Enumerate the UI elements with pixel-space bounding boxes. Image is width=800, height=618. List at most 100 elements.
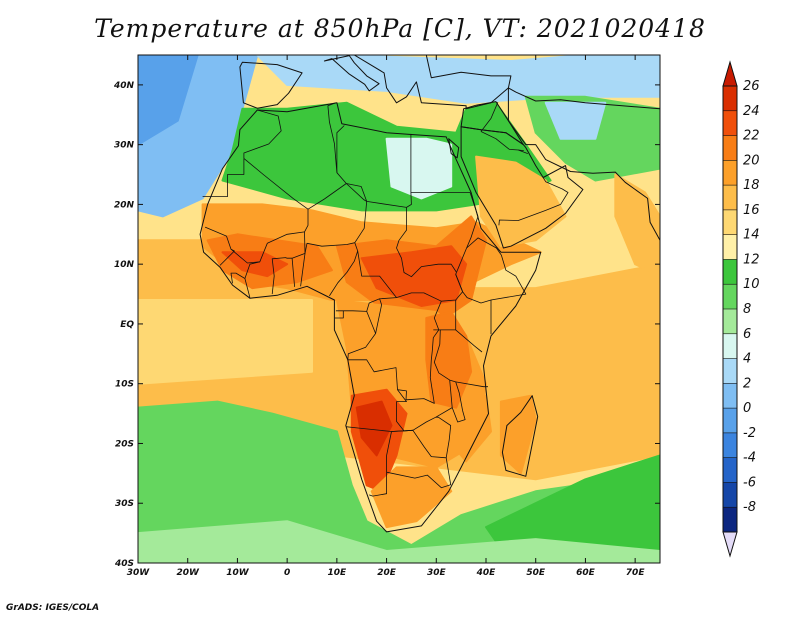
country-border xyxy=(271,257,293,295)
lon-tick-label: 50E xyxy=(526,568,546,578)
country-border xyxy=(518,149,528,154)
colorbar-swatch xyxy=(723,333,737,359)
temp-region-south-africa-warm xyxy=(370,466,453,529)
colorbar-label: 16 xyxy=(743,203,760,218)
colorbar-label: 12 xyxy=(743,252,760,267)
lat-tick-label: 10N xyxy=(114,260,135,270)
temp-region-southern-pale xyxy=(138,520,660,563)
temp-region-south-indian-cool xyxy=(485,454,660,563)
lat-tick-label: 30S xyxy=(115,499,134,509)
lat-tick-label: 10S xyxy=(115,380,134,390)
country-border xyxy=(300,242,355,287)
country-border xyxy=(346,183,407,208)
colorbar-swatch xyxy=(723,457,737,483)
map-title: Temperature at 850hPa [C], VT: 202102041… xyxy=(94,14,706,43)
colorbar-swatch xyxy=(723,358,737,384)
temperature-field-layer xyxy=(138,55,660,563)
colorbar-label: 26 xyxy=(743,79,760,94)
lat-tick-label: EQ xyxy=(120,320,134,330)
coastline-iran-region xyxy=(507,87,660,241)
country-border xyxy=(480,102,499,132)
lon-tick-label: 30W xyxy=(127,568,151,578)
coastline-italy xyxy=(323,55,380,92)
temp-region-west-africa-core xyxy=(221,251,289,278)
temp-region-egypt-libya-cool xyxy=(385,137,453,200)
country-border xyxy=(244,261,260,279)
temp-region-north-africa-mild xyxy=(221,101,552,212)
colorbar-swatch xyxy=(723,110,737,136)
colorbar-swatch xyxy=(723,135,737,161)
coastline-africa xyxy=(199,102,542,533)
country-border xyxy=(433,329,483,353)
country-border-layer xyxy=(202,102,569,497)
colorbar-label: 18 xyxy=(743,178,760,193)
axis-ticks: 30W 20W 10W 0 10E 20E 30E 40E 50E 60E 70E 40N 30N 20N… xyxy=(113,55,660,578)
lon-tick-label: 20W xyxy=(176,568,200,578)
colorbar-bottom-arrow xyxy=(722,531,738,558)
colorbar-label: 4 xyxy=(743,352,751,367)
temp-region-north-atlantic-cold-core xyxy=(138,55,199,146)
country-border xyxy=(466,237,527,301)
map-frame xyxy=(137,54,661,564)
coastline-iberia xyxy=(239,61,303,109)
colorbar-swatch xyxy=(723,408,737,434)
country-border xyxy=(480,131,524,151)
temp-region-arabia-warm xyxy=(475,155,567,248)
coastline-balkans-turkey xyxy=(353,55,512,110)
country-border xyxy=(347,301,442,404)
country-border xyxy=(498,176,569,226)
temp-region-angola-core xyxy=(355,400,393,457)
country-border xyxy=(469,192,479,217)
colorbar-top-arrow xyxy=(722,60,738,87)
country-border xyxy=(230,272,251,298)
colorbar-label: -6 xyxy=(743,475,756,490)
coastline-madagascar xyxy=(501,395,539,477)
colorbar-swatch xyxy=(723,383,737,409)
colorbar-swatch xyxy=(723,259,737,285)
coastline-layer xyxy=(199,55,660,533)
country-border xyxy=(435,416,452,458)
country-border xyxy=(334,310,344,319)
country-border xyxy=(202,158,245,198)
colorbar-swatch xyxy=(723,507,737,533)
country-border xyxy=(291,231,306,287)
colorbar-label: 2 xyxy=(743,376,751,391)
country-border xyxy=(462,291,492,335)
colorbar-swatch xyxy=(723,86,737,112)
colorbar-swatch xyxy=(723,234,737,260)
temp-region-mozambique-warm xyxy=(450,394,492,463)
temp-region-ocean-equatorial-band xyxy=(138,299,313,385)
colorbar-swatch xyxy=(723,185,737,211)
colorbar-swatch xyxy=(723,309,737,335)
colorbar-swatch xyxy=(723,160,737,186)
lat-tick-label: 20S xyxy=(115,439,134,449)
temp-region-madagascar xyxy=(499,394,537,475)
colorbar-label: -2 xyxy=(743,426,756,441)
country-border xyxy=(455,381,488,388)
colorbar-label: 14 xyxy=(743,228,760,243)
colorbar-label: 24 xyxy=(743,104,760,119)
lat-tick-label: 40S xyxy=(114,559,134,569)
country-border xyxy=(243,109,282,159)
temp-region-india-warm xyxy=(614,173,660,278)
colorbar-label: -4 xyxy=(743,451,756,466)
colorbar-swatch xyxy=(723,284,737,310)
country-border xyxy=(396,329,453,432)
country-border xyxy=(347,311,377,360)
colorbar-label: 8 xyxy=(743,302,751,317)
colorbar-label: 22 xyxy=(743,129,760,144)
lon-tick-label: 30E xyxy=(427,568,447,578)
country-border xyxy=(369,455,388,497)
country-border xyxy=(455,274,463,292)
lon-tick-label: 70E xyxy=(626,568,646,578)
coastline-sinai xyxy=(448,138,460,159)
lon-tick-label: 10E xyxy=(328,568,348,578)
colorbar-label: 6 xyxy=(743,327,751,342)
lon-tick-label: 60E xyxy=(576,568,596,578)
colorbar-swatch xyxy=(723,482,737,508)
colorbar-label: 0 xyxy=(743,401,751,416)
country-border xyxy=(219,248,235,266)
temp-region-central-belt-core xyxy=(360,245,468,307)
